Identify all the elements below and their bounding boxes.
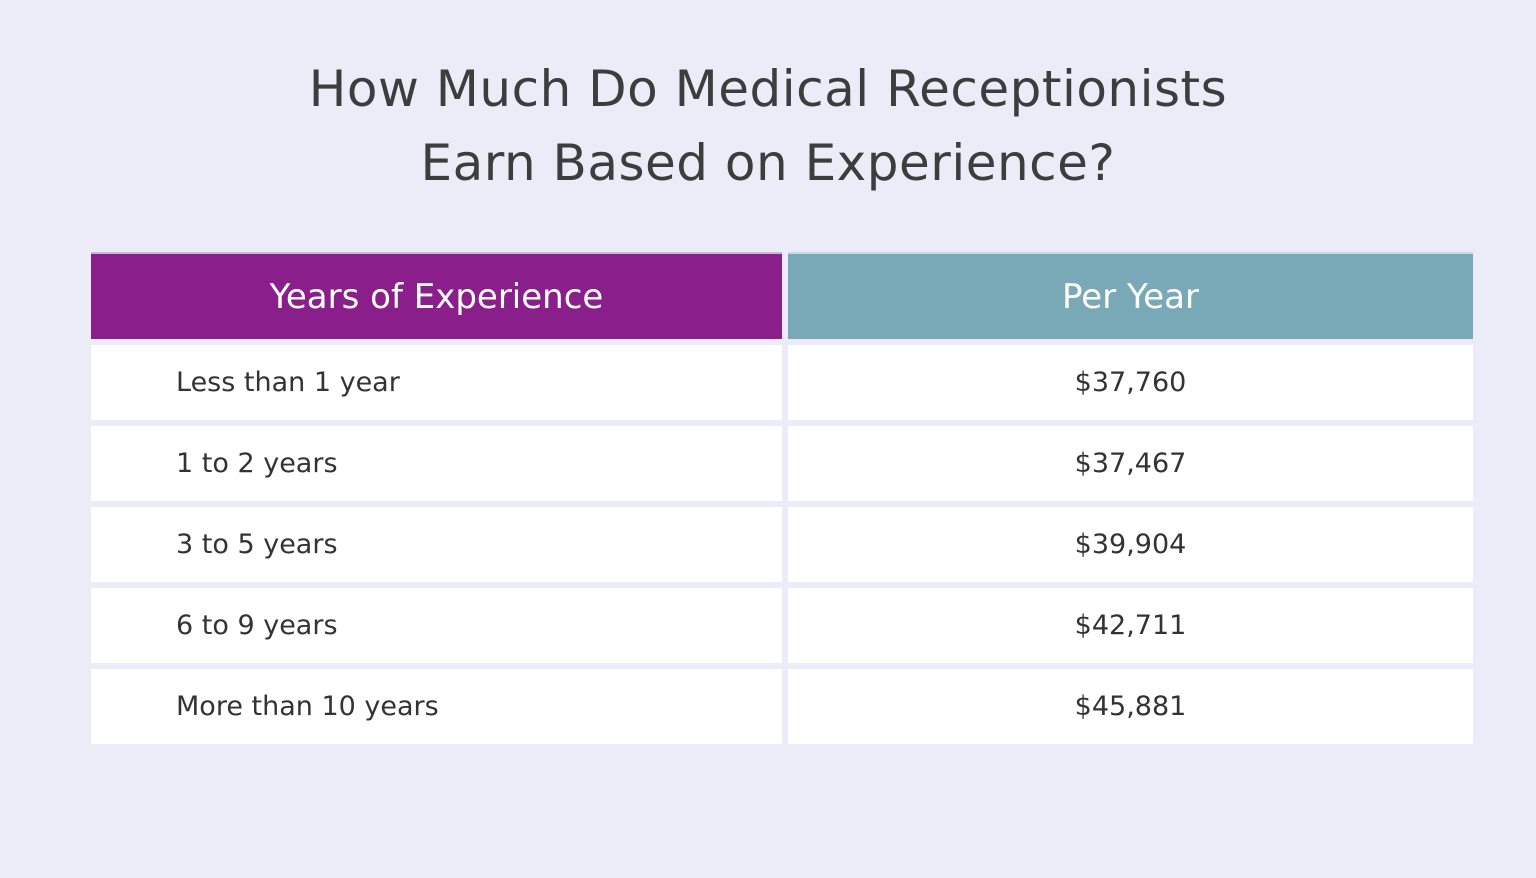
salary-cell: $39,904 — [788, 507, 1473, 582]
table-row: More than 10 years $45,881 — [91, 669, 1473, 744]
experience-cell: 1 to 2 years — [91, 426, 782, 501]
experience-cell: 3 to 5 years — [91, 507, 782, 582]
experience-cell: Less than 1 year — [91, 345, 782, 420]
table-header-row: Years of Experience Per Year — [91, 252, 1473, 339]
page-title: How Much Do Medical Receptionists Earn B… — [0, 52, 1536, 200]
table-body: Less than 1 year $37,760 1 to 2 years $3… — [91, 345, 1473, 744]
title-line-1: How Much Do Medical Receptionists — [308, 60, 1228, 118]
table-row: 3 to 5 years $39,904 — [91, 507, 1473, 582]
table-row: 1 to 2 years $37,467 — [91, 426, 1473, 501]
salary-cell: $37,760 — [788, 345, 1473, 420]
salary-table: Years of Experience Per Year Less than 1… — [91, 252, 1473, 750]
column-header-experience: Years of Experience — [91, 252, 782, 339]
experience-cell: 6 to 9 years — [91, 588, 782, 663]
experience-cell: More than 10 years — [91, 669, 782, 744]
table-row: 6 to 9 years $42,711 — [91, 588, 1473, 663]
salary-cell: $45,881 — [788, 669, 1473, 744]
title-line-2: Earn Based on Experience? — [420, 134, 1116, 192]
table-row: Less than 1 year $37,760 — [91, 345, 1473, 420]
column-header-per-year: Per Year — [788, 252, 1473, 339]
salary-cell: $37,467 — [788, 426, 1473, 501]
salary-cell: $42,711 — [788, 588, 1473, 663]
